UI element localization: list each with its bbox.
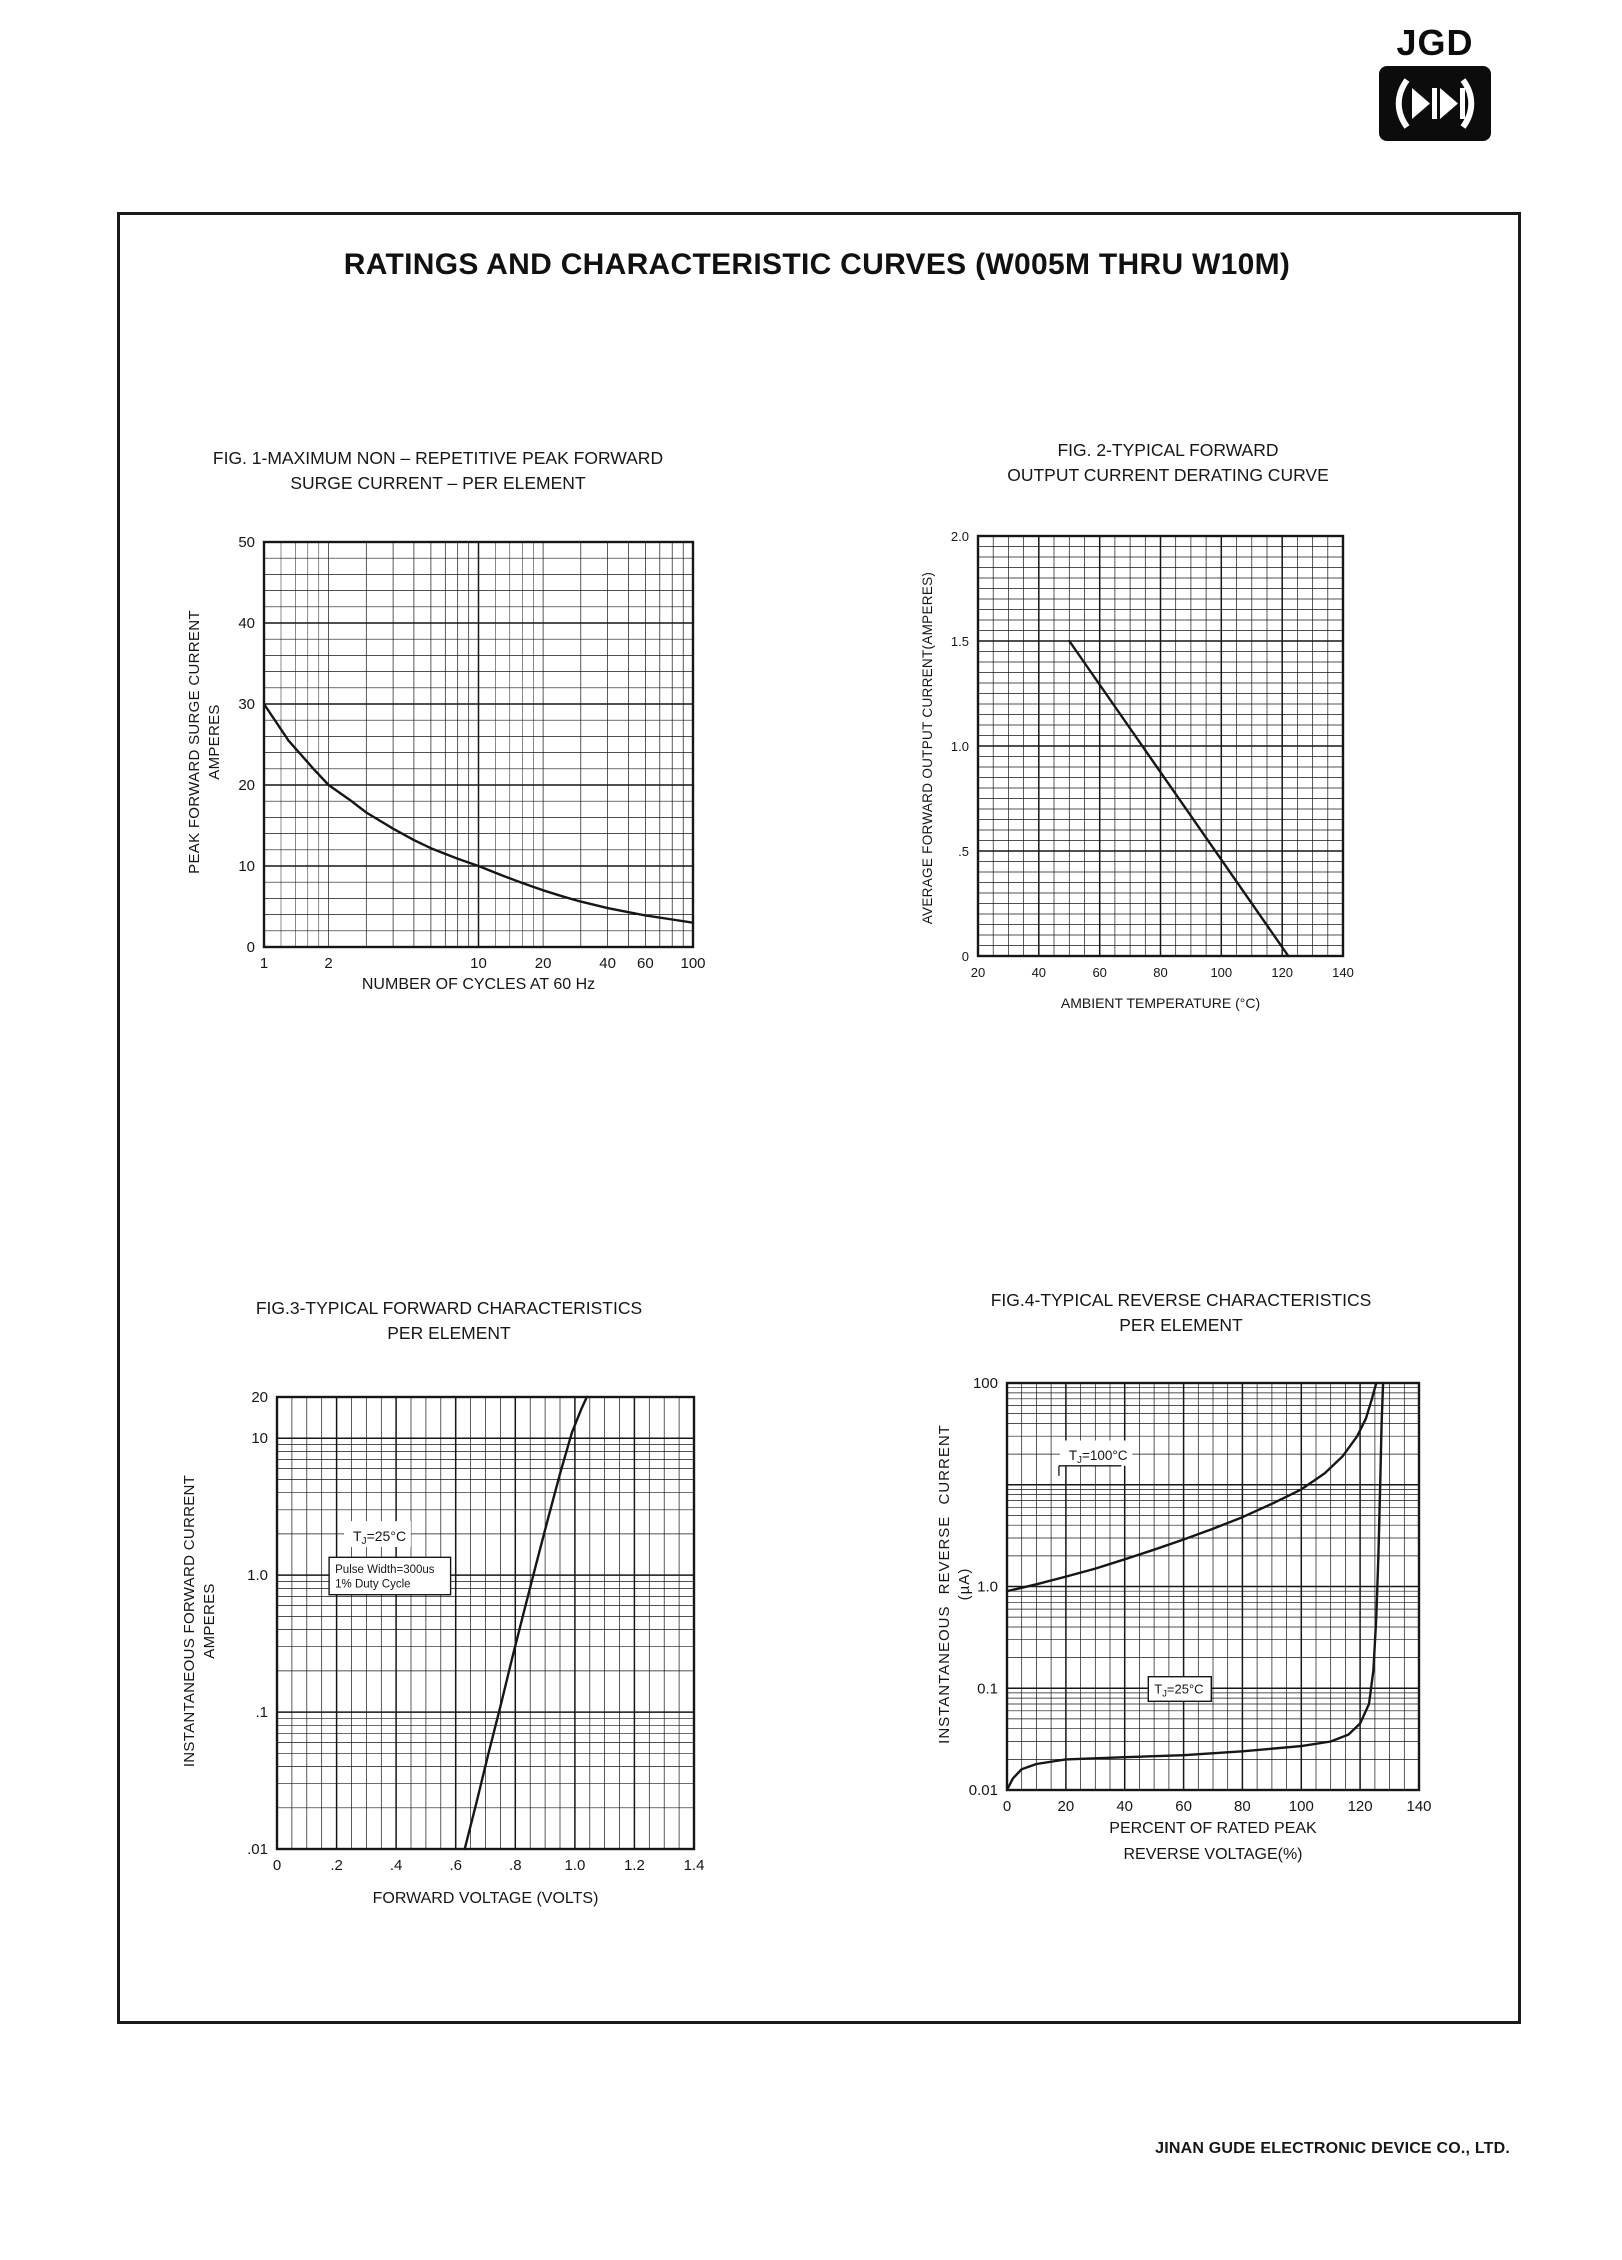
- fig2-title: FIG. 2-TYPICAL FORWARD OUTPUT CURRENT DE…: [918, 438, 1418, 488]
- fig3-x-axis-label: FORWARD VOLTAGE (VOLTS): [372, 1890, 599, 1907]
- svg-text:.4: .4: [390, 1857, 403, 1874]
- svg-text:1.0: 1.0: [951, 739, 969, 754]
- svg-text:TJ=25°C: TJ=25°C: [1154, 1682, 1203, 1699]
- fig4-title-line1: FIG.4-TYPICAL REVERSE CHARACTERISTICS: [990, 1290, 1372, 1310]
- fig3-title: FIG.3-TYPICAL FORWARD CHARACTERISTICS PE…: [149, 1296, 749, 1346]
- fig4-xlabel-line1: PERCENT OF RATED PEAK: [1109, 1820, 1317, 1837]
- fig3-plot: 0 .2 .4 .6 .8 1.0 1.2 1.4 20 10 1.0 .1 .01 TJ=25°C Pul…: [247, 1389, 705, 1874]
- svg-text:0: 0: [1003, 1798, 1011, 1815]
- svg-text:60: 60: [637, 955, 654, 972]
- svg-text:10: 10: [238, 858, 255, 875]
- svg-text:20: 20: [251, 1389, 268, 1406]
- page-title: RATINGS AND CHARACTERISTIC CURVES (W005M…: [343, 248, 1291, 281]
- svg-text:.6: .6: [449, 1857, 462, 1874]
- svg-text:0.1: 0.1: [977, 1680, 998, 1697]
- fig2-x-axis-label: AMBIENT TEMPERATURE (°C): [1060, 995, 1261, 1011]
- svg-text:100: 100: [973, 1375, 998, 1392]
- svg-text:80: 80: [1234, 1798, 1251, 1815]
- svg-text:10: 10: [251, 1430, 268, 1447]
- fig1-x-axis-label: NUMBER OF CYCLES AT 60 Hz: [361, 976, 596, 993]
- fig4-x-axis-label: PERCENT OF RATED PEAK REVERSE VOLTAGE(%): [1007, 1816, 1419, 1868]
- svg-text:10: 10: [470, 955, 487, 972]
- svg-text:1.0: 1.0: [247, 1567, 268, 1584]
- svg-text:20: 20: [238, 777, 255, 794]
- fig4-title: FIG.4-TYPICAL REVERSE CHARACTERISTICS PE…: [881, 1288, 1481, 1338]
- svg-text:.1: .1: [255, 1704, 268, 1721]
- svg-text:40: 40: [1032, 965, 1046, 980]
- svg-text:1% Duty Cycle: 1% Duty Cycle: [335, 1579, 410, 1591]
- svg-text:0.01: 0.01: [969, 1782, 998, 1799]
- svg-text:.2: .2: [330, 1857, 343, 1874]
- content-border: [117, 212, 1521, 2024]
- svg-text:60: 60: [1175, 1798, 1192, 1815]
- svg-text:1.0: 1.0: [977, 1579, 998, 1596]
- svg-text:100: 100: [1210, 965, 1232, 980]
- svg-text:1.5: 1.5: [951, 634, 969, 649]
- fig1-title-line2: SURGE CURRENT – PER ELEMENT: [290, 473, 586, 493]
- svg-text:140: 140: [1332, 965, 1354, 980]
- svg-text:120: 120: [1271, 965, 1293, 980]
- fig4-plot: 0 20 40 60 80 100 120 140 100 1.0 0.1 0.01 TJ=100°C T…: [969, 1375, 1432, 1815]
- logo: JGD: [1378, 22, 1492, 141]
- svg-text:1: 1: [260, 955, 268, 972]
- svg-text:140: 140: [1406, 1798, 1431, 1815]
- svg-text:2.0: 2.0: [951, 529, 969, 544]
- fig1-title-line1: FIG. 1-MAXIMUM NON – REPETITIVE PEAK FOR…: [212, 448, 664, 468]
- svg-text:30: 30: [238, 696, 255, 713]
- svg-text:20: 20: [971, 965, 985, 980]
- logo-text: JGD: [1396, 22, 1474, 63]
- svg-text:50: 50: [238, 534, 255, 551]
- svg-text:120: 120: [1348, 1798, 1373, 1815]
- fig3-title-line2: PER ELEMENT: [387, 1323, 511, 1343]
- svg-text:40: 40: [1116, 1798, 1133, 1815]
- svg-text:1.0: 1.0: [564, 1857, 585, 1874]
- svg-text:TJ=25°C: TJ=25°C: [353, 1528, 406, 1547]
- svg-text:100: 100: [680, 955, 705, 972]
- svg-text:20: 20: [535, 955, 552, 972]
- svg-text:0: 0: [247, 939, 255, 956]
- svg-text:.01: .01: [247, 1841, 268, 1858]
- fig3-title-line1: FIG.3-TYPICAL FORWARD CHARACTERISTICS: [255, 1298, 643, 1318]
- fig2-title-line2: OUTPUT CURRENT DERATING CURVE: [1007, 465, 1329, 485]
- svg-text:40: 40: [599, 955, 616, 972]
- svg-text:100: 100: [1289, 1798, 1314, 1815]
- bridge-rectifier-icon: [1379, 66, 1491, 141]
- svg-text:TJ=100°C: TJ=100°C: [1069, 1448, 1128, 1466]
- fig4-title-line2: PER ELEMENT: [1119, 1315, 1243, 1335]
- svg-text:Pulse Width=300us: Pulse Width=300us: [335, 1564, 435, 1576]
- fig4-xlabel-line2: REVERSE VOLTAGE(%): [1123, 1846, 1303, 1863]
- svg-text:0: 0: [273, 1857, 281, 1874]
- svg-text:2: 2: [324, 955, 332, 972]
- svg-text:0: 0: [962, 949, 969, 964]
- svg-text:1.4: 1.4: [684, 1857, 705, 1874]
- svg-text:20: 20: [1058, 1798, 1075, 1815]
- svg-text:80: 80: [1153, 965, 1167, 980]
- svg-text:40: 40: [238, 615, 255, 632]
- fig1-title: FIG. 1-MAXIMUM NON – REPETITIVE PEAK FOR…: [128, 446, 748, 496]
- fig1-plot: 1 2 10 20 40 60 100 0 10 20 30 40 50: [238, 534, 705, 972]
- svg-text:60: 60: [1092, 965, 1106, 980]
- footer-company: JINAN GUDE ELECTRONIC DEVICE CO., LTD.: [1155, 2140, 1510, 2157]
- fig2-title-line1: FIG. 2-TYPICAL FORWARD: [1057, 440, 1279, 460]
- svg-text:.5: .5: [958, 844, 969, 859]
- svg-text:.8: .8: [509, 1857, 522, 1874]
- svg-text:1.2: 1.2: [624, 1857, 645, 1874]
- fig2-plot: 20 40 60 80 100 120 140 0 .5 1.0 1.5 2.0: [951, 529, 1354, 980]
